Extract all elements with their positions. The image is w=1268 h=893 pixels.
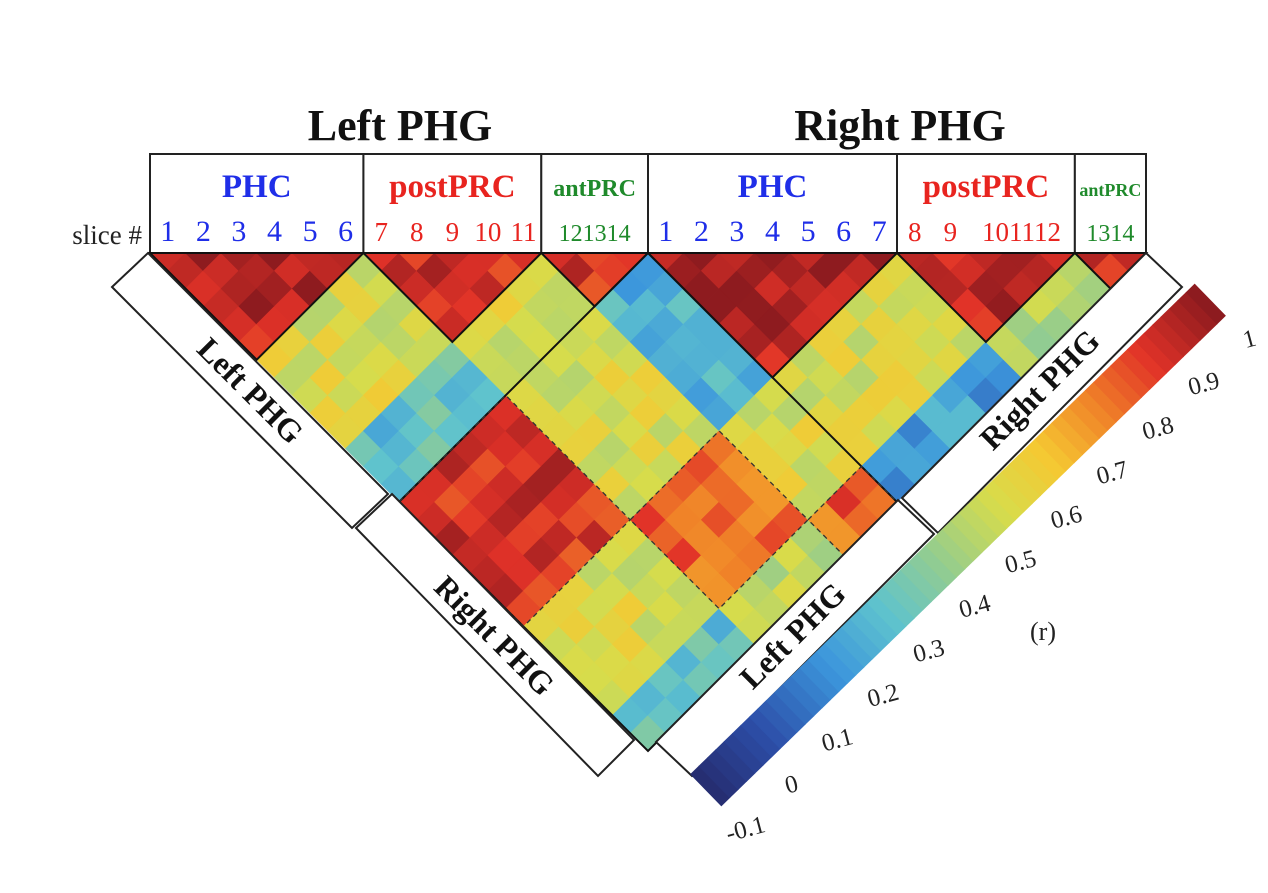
title-left-phg: Left PHG xyxy=(308,101,493,150)
slice-number: 3 xyxy=(231,215,246,248)
region-block-outline xyxy=(147,252,366,362)
region-name-label: PHC xyxy=(222,169,292,205)
colorbar-tick-label: 0.2 xyxy=(865,679,902,713)
colorbar-tick-label: 0.6 xyxy=(1048,501,1085,535)
slice-number: 1 xyxy=(160,215,175,248)
colorbar-tick-label: 0.9 xyxy=(1185,367,1222,401)
region-name-label: antPRC xyxy=(1079,180,1141,200)
region-header-box xyxy=(647,153,898,254)
colorbar-segment xyxy=(1185,283,1226,325)
region-header-box xyxy=(362,153,543,254)
region-name-label: antPRC xyxy=(553,176,636,202)
colorbar-tick-label: -0.1 xyxy=(723,811,768,847)
slice-number: 101112 xyxy=(982,217,1061,247)
slice-number: 11 xyxy=(511,217,537,247)
slice-number: 7 xyxy=(374,217,388,247)
region-block-outline xyxy=(361,252,544,344)
colorbar-tick-label: 0 xyxy=(782,770,801,799)
colorbar-tick-label: 0.7 xyxy=(1094,456,1131,490)
colorbar: -0.1 0 0.1 0.20.3 0.40.5 0.6 0.70.8 0.9 1 xyxy=(690,283,1259,848)
region-name-label: PHC xyxy=(738,169,808,205)
slice-number: 10 xyxy=(474,217,501,247)
slice-number-label: slice # xyxy=(72,220,142,250)
slice-number: 6 xyxy=(338,215,353,248)
slice-number: 9 xyxy=(446,217,460,247)
title-right-phg: Right PHG xyxy=(794,101,1005,150)
slice-number: 6 xyxy=(836,215,851,248)
colorbar-tick-label: 0.1 xyxy=(819,723,856,757)
region-header-box xyxy=(1073,153,1148,254)
heatmap-cells xyxy=(149,252,1147,752)
colorbar-tick-label: 0.5 xyxy=(1002,545,1039,579)
slice-number: 8 xyxy=(410,217,424,247)
slice-number-group: 1314 xyxy=(1086,221,1134,247)
slice-number: 7 xyxy=(872,215,887,248)
slice-number: 5 xyxy=(303,215,318,248)
homologous-region-outline xyxy=(807,465,898,557)
region-block-outline xyxy=(894,252,1078,344)
colorbar-tick-label: 0.8 xyxy=(1139,411,1176,445)
slice-number: 5 xyxy=(801,215,816,248)
region-name-label: postPRC xyxy=(389,169,516,205)
slice-number: 8 xyxy=(908,217,922,247)
slice-number: 2 xyxy=(196,215,211,248)
slice-number: 4 xyxy=(765,215,780,248)
colorbar-tick-label: 1 xyxy=(1240,325,1259,354)
slice-number: 4 xyxy=(267,215,282,248)
homologous-region-outline xyxy=(629,429,809,610)
slice-number: 2 xyxy=(694,215,709,248)
region-header-box xyxy=(149,153,365,254)
slice-number-group: 121314 xyxy=(559,221,631,247)
colorbar-tick-label: 0.4 xyxy=(956,590,994,624)
slice-number: 1 xyxy=(658,215,673,248)
slice-number: 3 xyxy=(729,215,744,248)
region-header-box xyxy=(540,153,649,254)
colorbar-tick-label: 0.3 xyxy=(910,634,947,668)
colorbar-unit-label: (r) xyxy=(1030,617,1056,646)
region-name-label: postPRC xyxy=(923,169,1050,205)
slice-number: 9 xyxy=(944,217,958,247)
